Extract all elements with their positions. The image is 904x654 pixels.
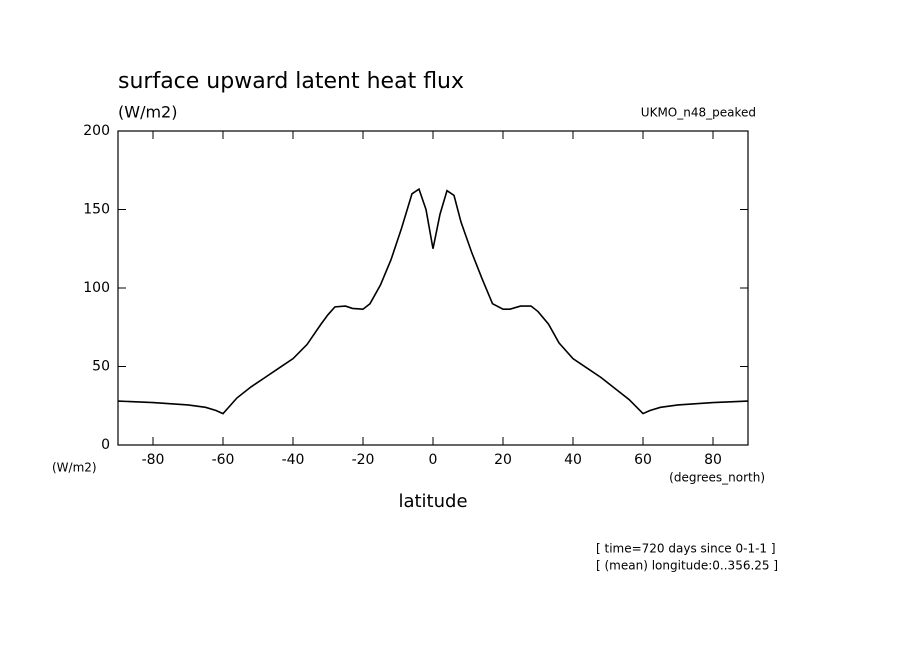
source-label: UKMO_n48_peaked bbox=[641, 106, 756, 120]
plot-frame bbox=[117, 130, 749, 446]
y-tick-label: 0 bbox=[101, 437, 110, 453]
chart-subtitle: (W/m2) bbox=[118, 103, 177, 122]
y-unit-label: (W/m2) bbox=[52, 461, 97, 475]
x-axis-label: latitude bbox=[398, 491, 467, 512]
x-tick-label: 60 bbox=[634, 452, 652, 468]
x-tick-label: -40 bbox=[282, 452, 305, 468]
x-tick-label: -20 bbox=[352, 452, 375, 468]
y-tick-label: 200 bbox=[83, 123, 110, 139]
x-tick-label: 40 bbox=[564, 452, 582, 468]
data-line bbox=[117, 187, 749, 415]
y-tick-label: 150 bbox=[83, 202, 110, 218]
annotation: [ time=720 days since 0-1-1 ] bbox=[596, 542, 776, 556]
x-tick-label: 20 bbox=[494, 452, 512, 468]
x-unit-label: (degrees_north) bbox=[669, 471, 765, 485]
x-tick-label: -80 bbox=[142, 452, 165, 468]
chart-title: surface upward latent heat flux bbox=[118, 69, 464, 94]
y-tick-label: 100 bbox=[83, 280, 110, 296]
annotation: [ (mean) longitude:0..356.25 ] bbox=[596, 559, 778, 573]
x-tick-label: -60 bbox=[212, 452, 235, 468]
y-tick-label: 50 bbox=[92, 359, 110, 375]
x-tick-label: 80 bbox=[704, 452, 722, 468]
x-tick-label: 0 bbox=[429, 452, 438, 468]
